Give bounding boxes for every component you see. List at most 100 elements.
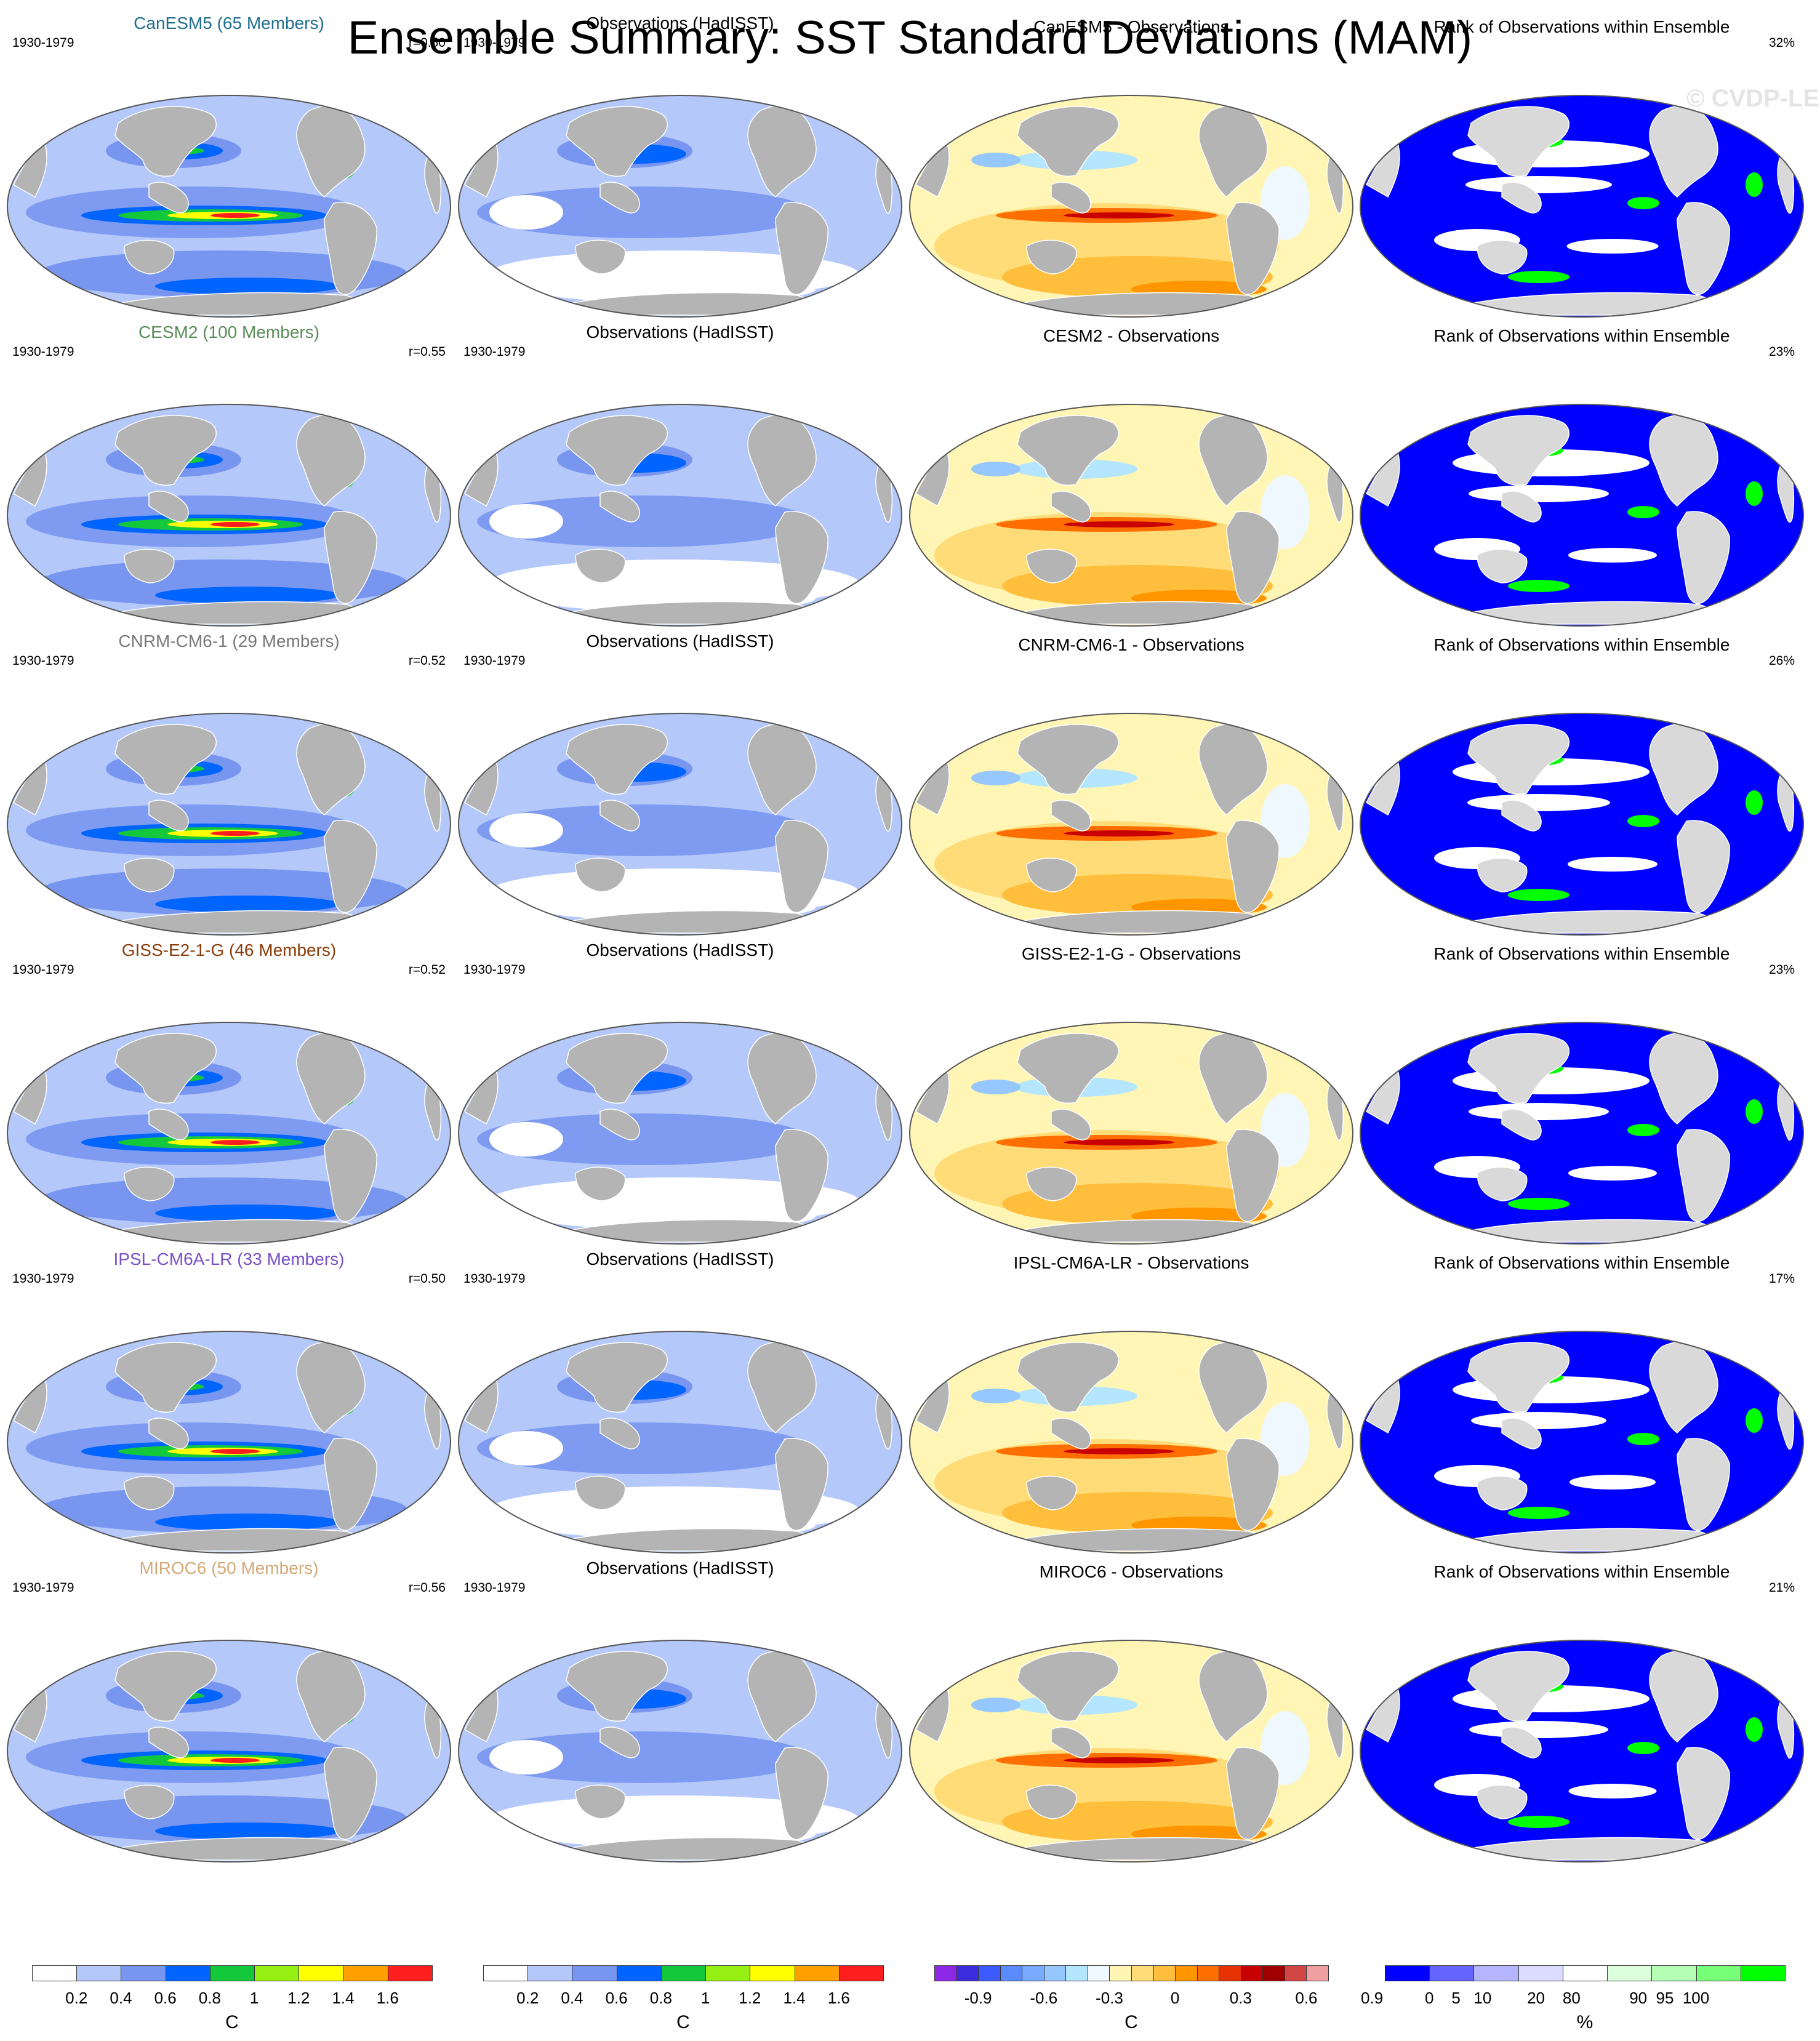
obs-title: Observations (HadISST) [586, 940, 774, 960]
difference-title: MIROC6 - Observations [1039, 1562, 1224, 1581]
colorbar-tick-label: 1 [700, 1989, 710, 2007]
period-label: 1930-1979 [463, 36, 526, 50]
obs-title: Observations (HadISST) [586, 632, 774, 651]
colorbar-tick-label: 0.2 [65, 1989, 88, 2007]
difference-title: IPSL-CM6A-LR - Observations [1013, 1253, 1249, 1272]
model-stddev-panel: CanESM5 (65 Members) 1930-1979 r=0.50 [1, 0, 457, 318]
colorbar-rank: 0 5 10 20 80 90 95 100% [1385, 1965, 1816, 2039]
world-map [458, 1640, 902, 1863]
colorbar-tick-label: 0.8 [649, 1989, 672, 2007]
rank-panel: Rank of Observations within Ensemble 26% [1354, 618, 1810, 936]
rank-panel: Rank of Observations within Ensemble 32% [1354, 0, 1810, 318]
colorbar-tick-label: 0.4 [110, 1989, 132, 2007]
world-map [458, 713, 902, 936]
rank-panel: Rank of Observations within Ensemble 23% [1354, 927, 1810, 1245]
colorbar-swatch [76, 1965, 122, 1981]
period-label: 1930-1979 [12, 654, 74, 668]
colorbar-tick-label: 1.2 [287, 1989, 310, 2007]
colorbar-swatch [1197, 1965, 1220, 1981]
colorbar-tick-label: 20 [1527, 1989, 1545, 2007]
obs-title: Observations (HadISST) [586, 1249, 774, 1269]
colorbar-swatch [1284, 1965, 1307, 1981]
pattern-correlation: r=0.52 [408, 963, 446, 977]
period-label: 1930-1979 [463, 1272, 526, 1286]
colorbar-tick-label: 90 [1629, 1989, 1648, 2007]
colorbar-swatch [1740, 1965, 1786, 1981]
colorbar-tick-label: 1 [249, 1989, 259, 2007]
world-map [1360, 1640, 1804, 1863]
difference-panel: IPSL-CM6A-LR - Observations [904, 1236, 1359, 1554]
difference-title: CanESM5 - Observations [1033, 17, 1229, 36]
world-map [909, 713, 1353, 936]
colorbar-swatch [1240, 1965, 1264, 1981]
colorbar-tick-label: 0.6 [605, 1989, 628, 2007]
obs-title: Observations (HadISST) [586, 14, 774, 33]
rank-percentage: 23% [1768, 345, 1795, 359]
world-map [458, 1022, 902, 1245]
colorbar-swatch [483, 1965, 529, 1981]
period-label: 1930-1979 [463, 1581, 526, 1595]
world-map [7, 1640, 451, 1863]
model-stddev-panel: CESM2 (100 Members) 1930-1979 r=0.55 [1, 309, 457, 627]
world-map [1360, 1022, 1804, 1245]
rank-panel: Rank of Observations within Ensemble 17% [1354, 1236, 1810, 1554]
colorbar-swatch [956, 1965, 979, 1981]
period-label: 1930-1979 [12, 345, 74, 359]
model-stddev-panel: IPSL-CM6A-LR (33 Members) 1930-1979 r=0.50 [1, 1236, 457, 1554]
colorbar-tick-label: 0 [1170, 1989, 1180, 2007]
pattern-correlation: r=0.56 [408, 1581, 446, 1595]
colorbar-tick-label: 10 [1473, 1989, 1492, 2007]
colorbar-swatch [1473, 1965, 1519, 1981]
colorbar-swatch [1607, 1965, 1653, 1981]
colorbar-tick-label: 0 [1424, 1989, 1434, 2007]
period-label: 1930-1979 [463, 345, 526, 359]
rank-title: Rank of Observations within Ensemble [1433, 1562, 1730, 1581]
colorbar-tick-label: -0.9 [964, 1989, 992, 2007]
rank-percentage: 21% [1768, 1581, 1795, 1595]
colorbar-swatch [1262, 1965, 1285, 1981]
colorbar-tick-label: 0.8 [198, 1989, 221, 2007]
colorbar-swatch [572, 1965, 617, 1981]
difference-title: GISS-E2-1-G - Observations [1021, 944, 1241, 963]
colorbar-swatch [387, 1965, 433, 1981]
obs-title: Observations (HadISST) [586, 323, 774, 342]
difference-panel: CanESM5 - Observations [904, 0, 1359, 318]
colorbar-tick-label: 0.3 [1229, 1989, 1252, 2007]
colorbar-tick-label: 1.2 [739, 1989, 761, 2007]
colorbar-swatch [1131, 1965, 1154, 1981]
pattern-correlation: r=0.55 [408, 345, 446, 359]
colorbar-swatch [1087, 1965, 1110, 1981]
world-map [7, 1022, 451, 1245]
colorbar-swatch [527, 1965, 573, 1981]
world-map [7, 713, 451, 936]
rank-title: Rank of Observations within Ensemble [1433, 17, 1730, 36]
colorbar-tick-label: 100 [1682, 1989, 1710, 2007]
colorbar-unit: C [676, 2012, 690, 2032]
colorbar-tick-label: -0.6 [1030, 1989, 1058, 2007]
rank-panel: Rank of Observations within Ensemble 21% [1354, 1545, 1810, 1863]
colorbar-tick-label: 95 [1656, 1989, 1674, 2007]
world-map [458, 1331, 902, 1554]
obs-stddev-panel: Observations (HadISST) 1930-1979 [452, 0, 908, 318]
pattern-correlation: r=0.50 [408, 36, 446, 50]
colorbar-swatch [1109, 1965, 1132, 1981]
rank-title: Rank of Observations within Ensemble [1433, 635, 1730, 654]
rank-title: Rank of Observations within Ensemble [1433, 944, 1730, 963]
colorbar-swatch [750, 1965, 795, 1981]
obs-stddev-panel: Observations (HadISST) 1930-1979 [452, 1236, 908, 1554]
obs-title: Observations (HadISST) [586, 1558, 774, 1578]
rank-percentage: 17% [1768, 1272, 1795, 1286]
colorbar-tick-label: -0.3 [1096, 1989, 1123, 2007]
difference-panel: CESM2 - Observations [904, 309, 1359, 627]
world-map [7, 95, 451, 318]
rank-panel: Rank of Observations within Ensemble 23% [1354, 309, 1810, 627]
colorbar-stddev-model: 0.2 0.4 0.6 0.8 1 1.2 1.4 1.6 C [32, 1965, 463, 2039]
period-label: 1930-1979 [463, 654, 526, 668]
model-stddev-panel: MIROC6 (50 Members) 1930-1979 r=0.56 [1, 1545, 457, 1863]
world-map [1360, 713, 1804, 936]
colorbar-swatch [32, 1965, 78, 1981]
difference-panel: MIROC6 - Observations [904, 1545, 1359, 1863]
colorbar-tick-label: 1.6 [376, 1989, 399, 2007]
colorbar-swatch [209, 1965, 255, 1981]
colorbar-swatch [299, 1965, 344, 1981]
